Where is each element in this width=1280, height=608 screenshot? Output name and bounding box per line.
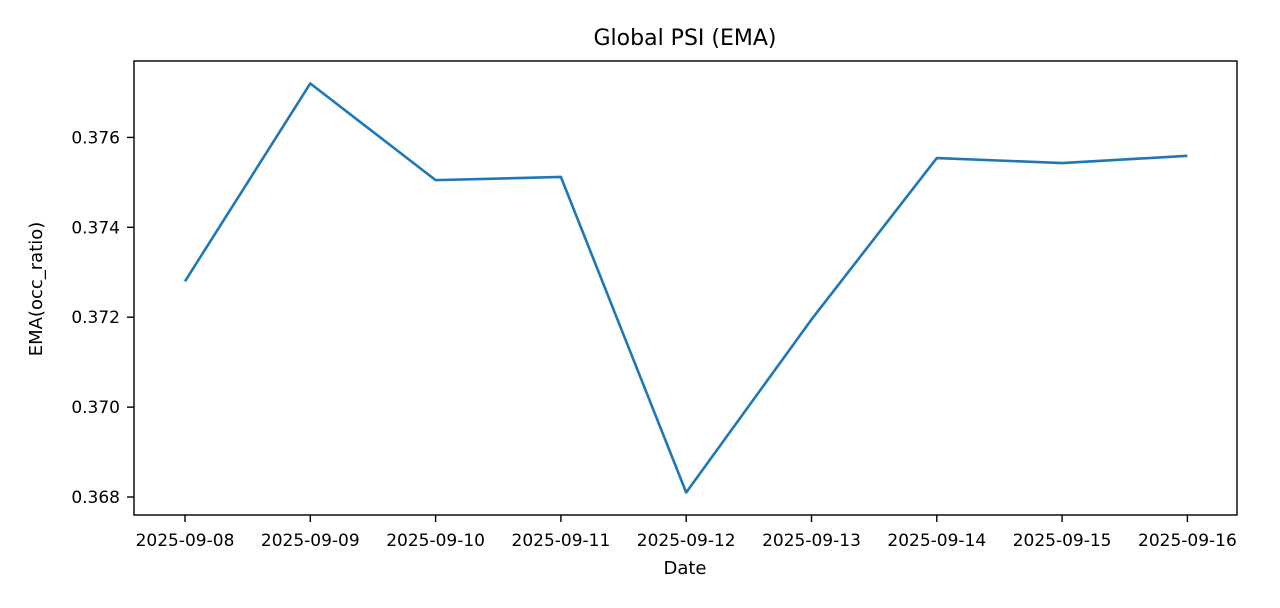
x-tick-label: 2025-09-08 [136,531,235,551]
x-tick-label: 2025-09-16 [1138,531,1237,551]
y-tick-label: 0.372 [71,308,120,328]
x-axis-label: Date [663,558,706,579]
y-axis: 0.368 0.370 0.372 0.374 0.376 [71,128,134,508]
y-tick-label: 0.368 [71,488,120,508]
y-tick-label: 0.376 [71,128,120,148]
x-axis: 2025-09-08 2025-09-09 2025-09-10 2025-09-11… [136,515,1237,551]
x-tick-label: 2025-09-14 [887,531,986,551]
x-tick-label: 2025-09-10 [386,531,485,551]
x-tick-label: 2025-09-15 [1013,531,1112,551]
x-tick-label: 2025-09-12 [637,531,736,551]
y-tick-label: 0.374 [71,218,120,238]
y-tick-label: 0.370 [71,398,120,418]
chart-title: Global PSI (EMA) [594,26,777,51]
x-tick-label: 2025-09-09 [261,531,360,551]
x-tick-label: 2025-09-11 [512,531,611,551]
x-tick-label: 2025-09-13 [762,531,861,551]
series-line [183,82,1188,494]
y-axis-label: EMA(occ_ratio) [26,222,47,357]
